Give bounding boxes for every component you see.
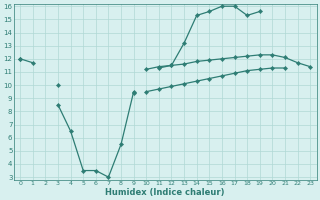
X-axis label: Humidex (Indice chaleur): Humidex (Indice chaleur) <box>106 188 225 197</box>
